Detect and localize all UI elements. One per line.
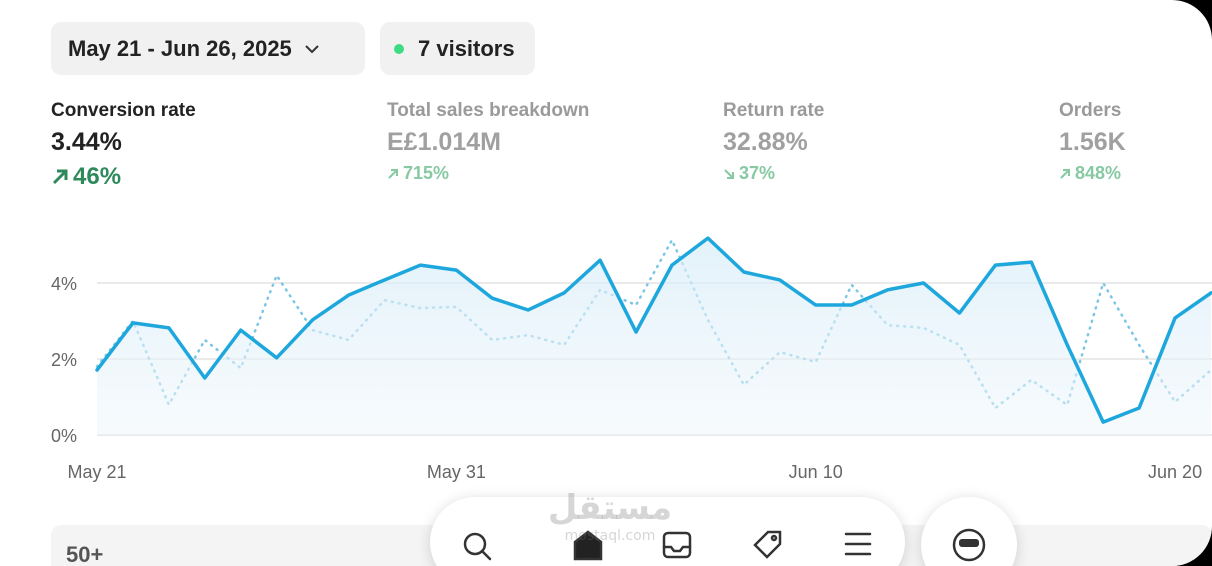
visitors: 7 visitors — [418, 35, 515, 61]
metric-label: Orders — [1059, 100, 1122, 121]
y-tick-label: 4% — [51, 274, 77, 294]
x-tick-label: May 31 — [427, 462, 486, 482]
y-tick-label: 2% — [51, 350, 77, 370]
metric-change: 715% — [387, 163, 589, 184]
metric[interactable]: Return rate 32.88% 37% — [723, 100, 824, 184]
x-tick-label: Jun 10 — [789, 462, 843, 482]
tag-tab[interactable] — [753, 530, 782, 559]
change-value: 848% — [1075, 163, 1122, 183]
change-value: 715% — [403, 163, 450, 183]
date-range: May 21 - Jun 26, 2025 — [68, 35, 292, 61]
count: 50+ — [66, 542, 104, 566]
metric-value: 32.88% — [723, 128, 808, 156]
arrow-path — [52, 169, 68, 185]
trend-arrow — [1060, 168, 1070, 179]
metric-label: Total sales breakdown — [387, 100, 590, 121]
menu-tab[interactable] — [844, 532, 872, 556]
assistant-icon — [952, 528, 986, 562]
trend-arrow — [52, 169, 68, 185]
metric-value: E£1.014M — [387, 128, 501, 156]
watermark-arabic: مستقل — [547, 488, 673, 528]
chevron-icon — [305, 44, 319, 53]
change-value: 37% — [739, 163, 776, 183]
metric-value: 3.44% — [51, 128, 122, 156]
live-dot — [394, 43, 404, 54]
change-value: 46% — [73, 163, 122, 190]
metric-label: Conversion rate — [51, 100, 196, 121]
x-tick-label: Jun 20 — [1148, 462, 1202, 482]
trend-arrow — [388, 168, 398, 179]
visitors-pill[interactable]: 7 visitors — [380, 22, 535, 75]
assistant-button[interactable] — [921, 497, 1017, 566]
x-tick-label: May 21 — [67, 462, 126, 482]
inbox-tab[interactable] — [662, 531, 692, 559]
metric-value: 1.56K — [1059, 128, 1126, 156]
y-tick-label: 0% — [51, 426, 77, 446]
metric-label: Return rate — [723, 100, 825, 121]
arrow-path — [1060, 168, 1070, 179]
metric[interactable]: Conversion rate 3.44% 46% — [51, 100, 196, 191]
metric[interactable]: Orders 1.56K 848% — [1059, 100, 1126, 184]
area — [97, 238, 1211, 435]
search-tab[interactable] — [463, 532, 492, 561]
arrow-path — [388, 168, 398, 179]
metric-change: 848% — [1059, 163, 1126, 184]
watermark: مستقل mostaql.com — [530, 488, 690, 544]
home-tab[interactable] — [573, 530, 603, 561]
arrow-path — [724, 168, 734, 179]
trend-arrow — [724, 168, 734, 179]
line — [95, 236, 1212, 424]
metric-change: 46% — [51, 163, 196, 191]
metric[interactable]: Total sales breakdown E£1.014M 715% — [387, 100, 589, 184]
metric-change: 37% — [723, 163, 824, 184]
watermark-latin: mostaql.com — [564, 528, 656, 544]
tab-bar — [430, 497, 905, 566]
tab-icons — [463, 530, 872, 561]
date-range-picker[interactable]: May 21 - Jun 26, 2025 — [51, 22, 365, 75]
